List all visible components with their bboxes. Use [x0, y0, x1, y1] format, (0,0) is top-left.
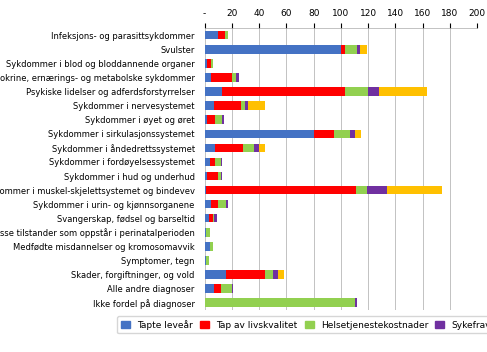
Bar — [259, 144, 264, 152]
Bar — [205, 256, 206, 265]
Bar — [355, 130, 361, 138]
Bar — [210, 242, 213, 251]
Bar — [232, 73, 236, 82]
Bar — [218, 172, 221, 180]
Bar — [221, 284, 232, 293]
Bar — [205, 45, 341, 54]
Legend: Tapte leveår, Tap av livskvalitet, Helsetjenestekostnader, Sykefravær, Uførhet: Tapte leveår, Tap av livskvalitet, Helse… — [117, 316, 487, 333]
Bar — [345, 45, 357, 54]
Bar — [213, 214, 214, 222]
Bar — [218, 200, 226, 208]
Bar — [278, 270, 283, 279]
Bar — [206, 186, 356, 194]
Bar — [205, 172, 207, 180]
Bar — [205, 284, 214, 293]
Bar — [205, 186, 206, 194]
Bar — [248, 101, 264, 110]
Bar — [207, 59, 211, 68]
Bar — [207, 172, 218, 180]
Bar — [206, 228, 210, 237]
Bar — [205, 59, 207, 68]
Bar — [205, 130, 314, 138]
Bar — [205, 31, 218, 39]
Bar — [236, 73, 239, 82]
Bar — [334, 130, 351, 138]
Bar — [205, 228, 206, 237]
Bar — [387, 186, 442, 194]
Bar — [314, 130, 334, 138]
Bar — [206, 256, 208, 265]
Bar — [232, 284, 233, 293]
Bar — [210, 158, 215, 166]
Bar — [351, 130, 355, 138]
Bar — [245, 101, 248, 110]
Bar — [218, 31, 225, 39]
Bar — [205, 242, 210, 251]
Bar — [211, 73, 232, 82]
Bar — [211, 200, 218, 208]
Bar — [368, 87, 379, 96]
Bar — [205, 270, 226, 279]
Bar — [205, 144, 215, 152]
Bar — [215, 115, 222, 124]
Bar — [360, 45, 367, 54]
Bar — [367, 186, 387, 194]
Bar — [214, 101, 242, 110]
Bar — [205, 158, 210, 166]
Bar — [205, 101, 214, 110]
Bar — [273, 270, 278, 279]
Bar — [341, 45, 345, 54]
Bar — [345, 87, 368, 96]
Bar — [226, 270, 264, 279]
Bar — [355, 298, 357, 307]
Bar — [208, 214, 213, 222]
Bar — [207, 115, 215, 124]
Bar — [215, 144, 243, 152]
Bar — [254, 144, 259, 152]
Bar — [356, 186, 367, 194]
Bar — [205, 200, 211, 208]
Bar — [221, 172, 222, 180]
Bar — [205, 115, 207, 124]
Bar — [205, 87, 222, 96]
Bar — [205, 73, 211, 82]
Bar — [215, 158, 221, 166]
Bar — [205, 298, 355, 307]
Bar — [226, 200, 228, 208]
Bar — [205, 214, 208, 222]
Bar — [222, 115, 224, 124]
Bar — [242, 101, 245, 110]
Bar — [222, 87, 345, 96]
Bar — [243, 144, 254, 152]
Bar — [221, 158, 222, 166]
Bar — [214, 214, 217, 222]
Bar — [225, 31, 228, 39]
Bar — [264, 270, 273, 279]
Bar — [357, 45, 360, 54]
Bar — [211, 59, 213, 68]
Bar — [214, 284, 221, 293]
Bar — [379, 87, 427, 96]
